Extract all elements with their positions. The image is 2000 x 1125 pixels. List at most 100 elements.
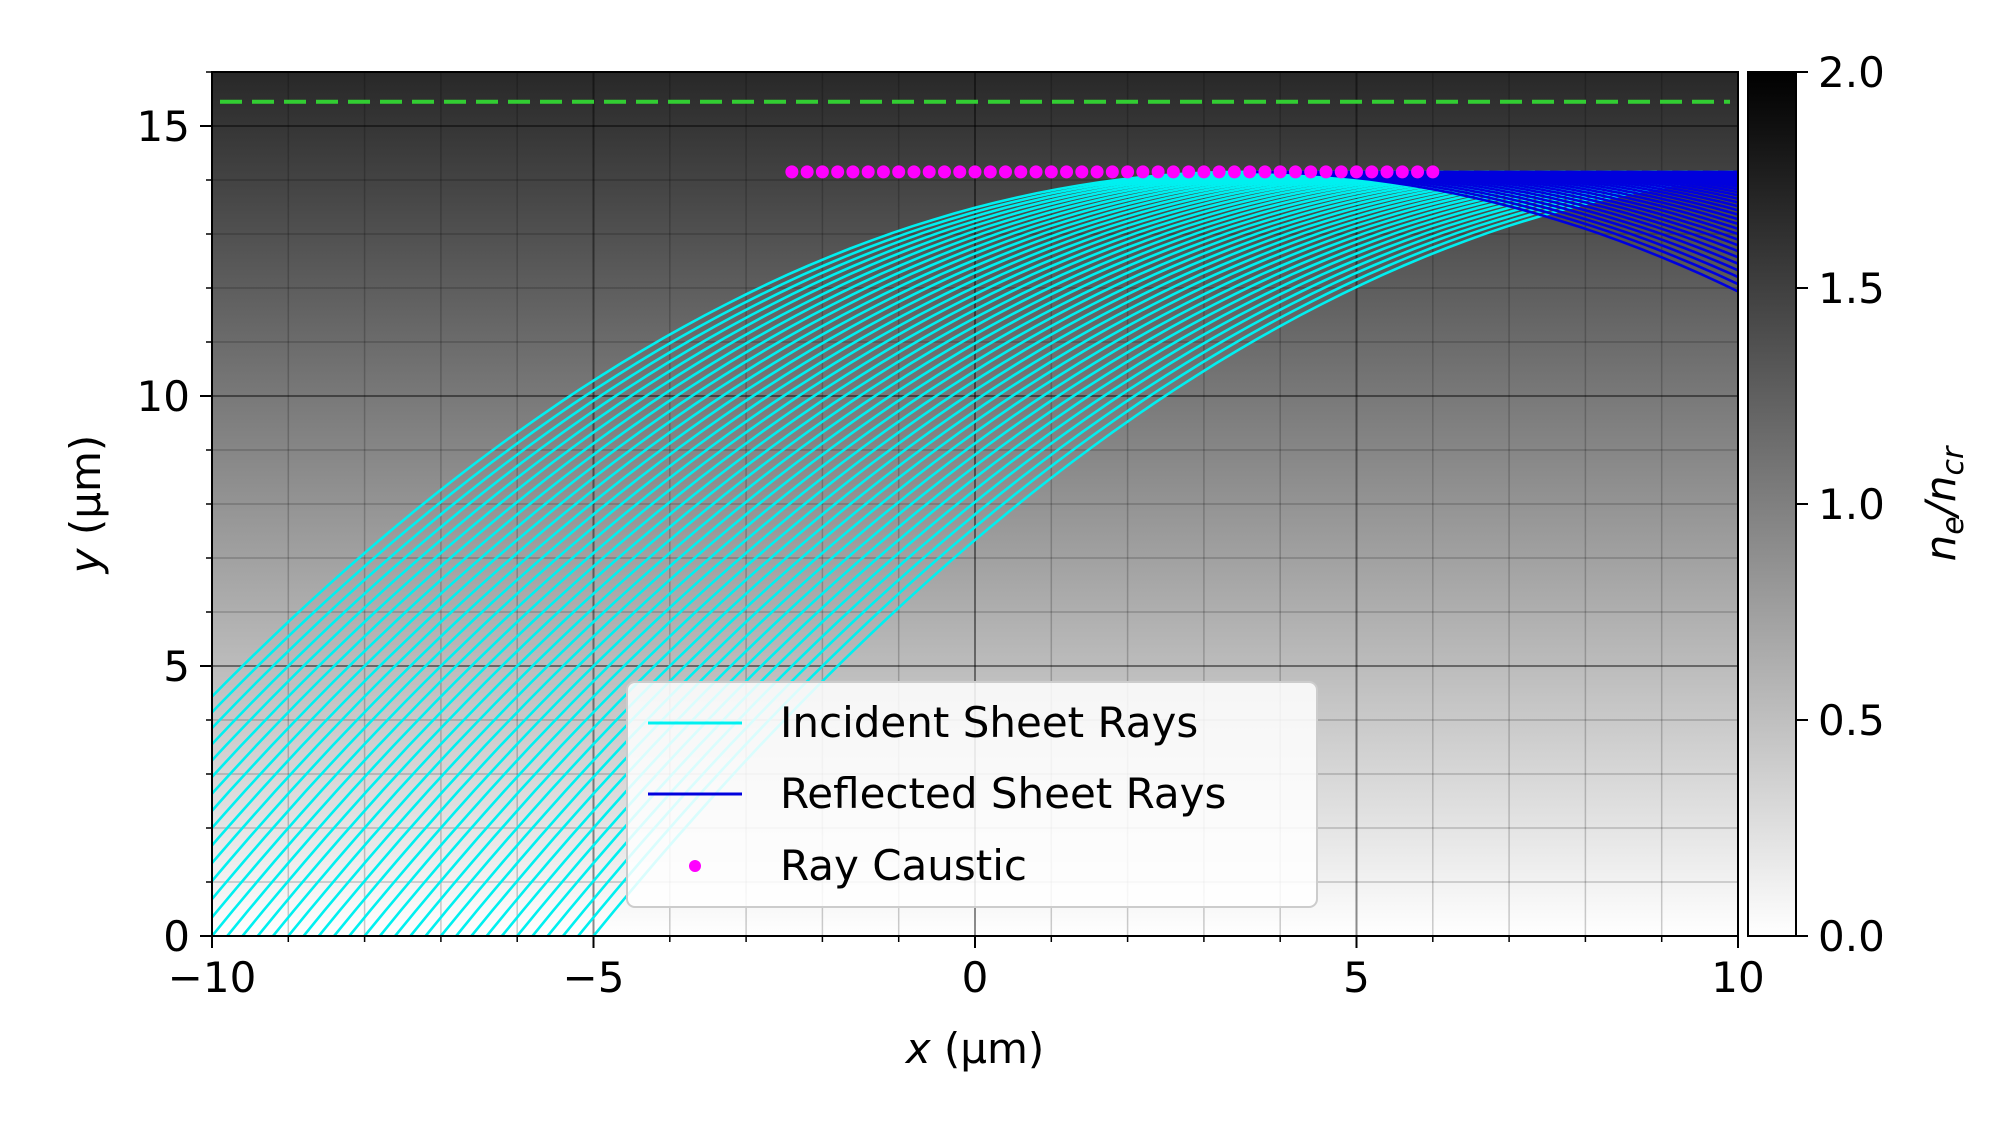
caustic-point	[1060, 165, 1074, 179]
incident-ray	[271, 170, 1520, 936]
caustic-point	[983, 165, 997, 179]
caustic-point	[1411, 165, 1425, 179]
incident-ray	[212, 170, 1291, 747]
caustic-point	[1182, 165, 1196, 179]
reflected-ray	[1519, 170, 1738, 197]
reflected-ray	[1443, 170, 1738, 216]
incident-ray	[226, 170, 1474, 936]
caustic-point	[1380, 165, 1394, 179]
reflected-ray	[1351, 170, 1738, 247]
incident-ray	[212, 170, 1368, 830]
incident-ray	[317, 170, 1566, 936]
caustic-point	[1151, 165, 1165, 179]
legend-swatch-caustic	[689, 860, 701, 872]
caustic-point	[1166, 165, 1180, 179]
reflected-ray	[1382, 170, 1738, 236]
reflected-ray	[1489, 170, 1738, 204]
caustic-point	[1426, 165, 1440, 179]
reflected-ray	[1244, 170, 1738, 293]
caustic-point	[1395, 165, 1409, 179]
caustic-point	[831, 165, 845, 179]
y-axis: 0 5 10 15	[137, 71, 212, 961]
x-tick-label: 10	[1711, 953, 1764, 1002]
incident-ray	[241, 170, 1490, 936]
caustic-point	[815, 165, 829, 179]
y-tick-label: 15	[137, 102, 190, 151]
y-tick-label: 5	[163, 642, 190, 691]
reflected-ray	[1428, 170, 1738, 221]
caustic-point	[785, 165, 799, 179]
caustic-point	[922, 165, 936, 179]
incident-ray	[394, 170, 1642, 936]
incident-ray	[302, 170, 1551, 936]
caustic-point	[1319, 165, 1333, 179]
incident-ray	[378, 170, 1627, 936]
legend-label-incident: Incident Sheet Rays	[780, 698, 1198, 747]
colorbar-label: ne/ncr	[1916, 445, 1971, 561]
x-tick-label: −5	[563, 953, 625, 1002]
incident-ray	[212, 170, 1398, 866]
caustic-point	[999, 165, 1013, 179]
incident-ray	[212, 170, 1352, 813]
caustic-point	[1243, 165, 1257, 179]
colorbar: 0.0 0.5 1.0 1.5 2.0 ne/ncr	[1747, 48, 1971, 961]
caustic-point	[800, 165, 814, 179]
caustic-point	[1365, 165, 1379, 179]
caustic-point	[1105, 165, 1119, 179]
caustic-point	[1075, 165, 1089, 179]
colorbar-tick-label: 1.5	[1818, 264, 1885, 313]
incident-ray	[212, 170, 1383, 848]
caustic-point	[1273, 165, 1287, 179]
caustic-point	[861, 165, 875, 179]
reflected-ray	[1321, 170, 1738, 259]
caustic-point	[1014, 165, 1028, 179]
reflected-ray	[1458, 170, 1738, 212]
caustic-point	[1044, 165, 1058, 179]
caustic-point	[1304, 165, 1318, 179]
reflected-ray	[1260, 170, 1738, 286]
legend: Incident Sheet Rays Reflected Sheet Rays…	[626, 681, 1318, 908]
caustic-point	[953, 165, 967, 179]
legend-label-caustic: Ray Caustic	[780, 841, 1027, 890]
x-tick-label: 5	[1343, 953, 1370, 1002]
caustic-point	[876, 165, 890, 179]
reflected-ray	[1779, 172, 2000, 936]
reflected-rays	[1244, 170, 2000, 936]
reflected-ray	[1306, 170, 1738, 266]
incident-ray	[212, 170, 1261, 715]
incident-ray	[212, 170, 1444, 920]
colorbar-tick-label: 2.0	[1818, 48, 1885, 97]
reflected-ray	[1504, 170, 1738, 201]
caustic-point	[892, 165, 906, 179]
y-tick-label: 10	[137, 372, 190, 421]
reflected-ray	[1473, 170, 1738, 208]
reflected-ray	[1336, 170, 1738, 253]
caustic-point	[846, 165, 860, 179]
reflected-ray	[1275, 170, 1738, 279]
legend-box	[626, 681, 1318, 908]
ray-caustic-points	[785, 165, 1440, 179]
caustic-point	[1227, 165, 1241, 179]
y-tick-label: 0	[163, 912, 190, 961]
x-tick-label: −10	[168, 953, 257, 1002]
caustic-point	[1121, 165, 1135, 179]
caustic-point	[1136, 165, 1150, 179]
reflected-ray	[1397, 170, 1738, 231]
incident-ray	[363, 170, 1612, 936]
colorbar-gradient	[1747, 71, 1797, 937]
reflected-ray	[1290, 170, 1738, 272]
caustic-point	[1288, 165, 1302, 179]
caustic-point	[1334, 165, 1348, 179]
incident-ray	[212, 170, 1429, 902]
incident-ray	[212, 170, 1246, 699]
incident-ray	[212, 170, 1322, 779]
incident-ray	[348, 170, 1597, 936]
incident-ray	[287, 170, 1536, 936]
incident-ray	[333, 170, 1581, 936]
caustic-point	[1258, 165, 1272, 179]
caustic-point	[907, 165, 921, 179]
reflected-ray	[1412, 170, 1738, 226]
caustic-point	[1090, 165, 1104, 179]
caustic-point	[1197, 165, 1211, 179]
